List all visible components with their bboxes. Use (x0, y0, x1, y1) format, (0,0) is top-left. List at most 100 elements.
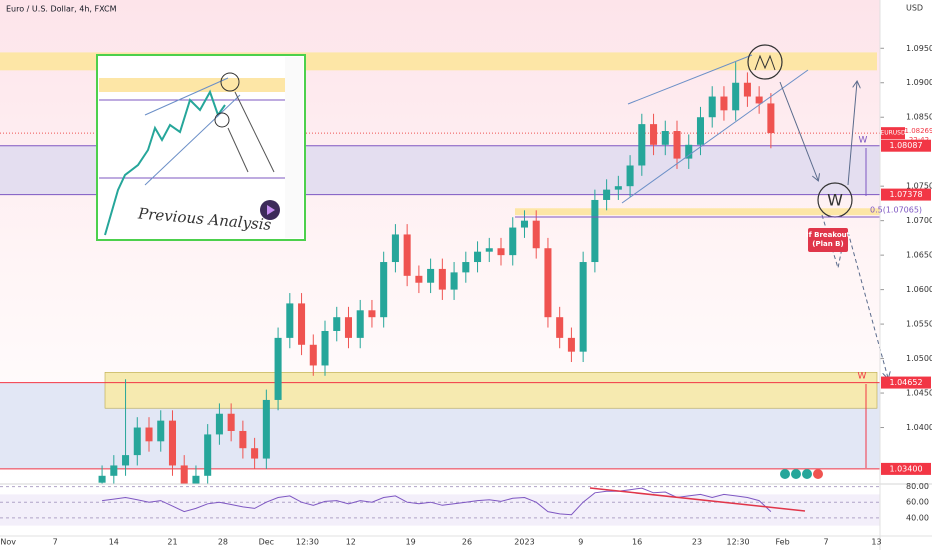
rsi-line (102, 487, 772, 516)
candle-body (180, 465, 188, 497)
candle-body (696, 117, 704, 145)
y-tick-label: 1.05500 (906, 320, 932, 329)
rsi-trendline (589, 487, 806, 512)
rsi-tick-label: 40.00 (906, 513, 929, 522)
candle-body (732, 82, 740, 111)
y-tick-label: 1.04500 (906, 389, 932, 398)
zone (104, 372, 878, 409)
candle-body (344, 317, 352, 338)
level-label: 1.07378 (889, 190, 922, 199)
x-tick-label: 12:30 (726, 538, 749, 547)
x-tick-label: 23 (692, 538, 702, 547)
candle-body (157, 420, 165, 442)
candle-body (485, 248, 493, 252)
x-tick-label: 7 (53, 538, 58, 547)
x-tick-label: 13 (871, 538, 881, 547)
candle-body (368, 310, 376, 318)
price-label: 1.08269 (905, 127, 932, 135)
candle-body (204, 434, 212, 476)
candle-body (685, 144, 693, 159)
candle-body (614, 186, 622, 190)
drawings (515, 44, 888, 479)
x-tick-label: 19 (406, 538, 416, 547)
candle-body (98, 475, 106, 483)
candle-body (661, 131, 669, 145)
y-tick-label: 1.09500 (906, 44, 932, 53)
candle-body (251, 448, 259, 459)
y-tick-label: 1.06000 (906, 285, 932, 294)
candle-body (579, 262, 587, 352)
y-tick-label: 1.04000 (906, 423, 932, 432)
x-tick-label: Feb (776, 538, 790, 547)
rsi-tick-label: 60.00 (906, 498, 929, 507)
plan-b-label: If Breakout (806, 231, 851, 239)
candle-body (450, 272, 458, 290)
candle-body (673, 131, 681, 159)
level-label: 1.08087 (889, 141, 922, 150)
candle-body (274, 337, 282, 400)
x-tick-label: 28 (218, 538, 228, 547)
candle-body (509, 227, 517, 256)
candle-body (650, 124, 658, 145)
level-label: 1.03400 (889, 464, 922, 473)
candle-body (380, 262, 388, 318)
symbol-label: EURUSD (880, 130, 906, 137)
x-tick-label: 21 (167, 538, 177, 547)
candle-body (638, 124, 646, 166)
level-label: 1.04652 (889, 378, 922, 387)
x-tick-label: Dec (259, 538, 274, 547)
candle-body (215, 413, 223, 435)
candle-body (743, 82, 751, 97)
symbol-tag (881, 127, 905, 140)
candle-body (544, 248, 552, 318)
level-tag (881, 376, 931, 389)
candle-body (333, 317, 341, 331)
candle-body (286, 303, 294, 338)
plan-b-label: (Plan B) (812, 240, 843, 248)
candle-body (520, 220, 528, 228)
candle-body (556, 317, 564, 338)
candle-body (755, 96, 763, 104)
candle-body (391, 234, 399, 263)
wave-label: W (858, 372, 867, 382)
rsi-band (0, 494, 880, 526)
zone (515, 208, 880, 216)
level-tag (881, 462, 931, 475)
x-tick-label: 7 (823, 538, 828, 547)
candle-body (309, 344, 317, 366)
candle-body (708, 96, 716, 118)
candle-body (168, 420, 176, 466)
candle-body (497, 248, 505, 256)
wave-label: W (859, 136, 868, 146)
candle-body (298, 303, 306, 345)
candle-body (474, 251, 482, 263)
candle-body (591, 199, 599, 263)
x-tick-label: 12:30 (296, 538, 319, 547)
y-tick-label: 1.07000 (906, 216, 932, 225)
x-tick-label: 14 (109, 538, 119, 547)
x-tick-label: Nov (0, 538, 16, 547)
candle-body (438, 268, 446, 290)
inset-image: Previous Analysis (96, 54, 306, 241)
x-tick-label: 2023 (514, 538, 534, 547)
y-tick-label: 1.08500 (906, 113, 932, 122)
candle-body (122, 455, 130, 466)
candle-body (356, 310, 364, 338)
candle-body (403, 234, 411, 276)
currency: USD (906, 4, 923, 13)
candle-body (110, 465, 118, 476)
candle-body (145, 427, 153, 442)
x-tick-label: 16 (632, 538, 642, 547)
y-tick-label: 1.05000 (906, 354, 932, 363)
candle-body (227, 413, 235, 431)
y-tick-label: 1.06500 (906, 251, 932, 260)
x-tick-label: 9 (578, 538, 583, 547)
candle-body (462, 262, 470, 273)
candle-body (133, 427, 141, 456)
rsi-tick-label: 80.00 (906, 482, 929, 491)
symbol-title: Euro / U.S. Dollar, 4h, FXCM (6, 5, 117, 14)
level-tag (881, 188, 931, 201)
candle-body (767, 103, 775, 134)
candle-body (321, 330, 329, 366)
